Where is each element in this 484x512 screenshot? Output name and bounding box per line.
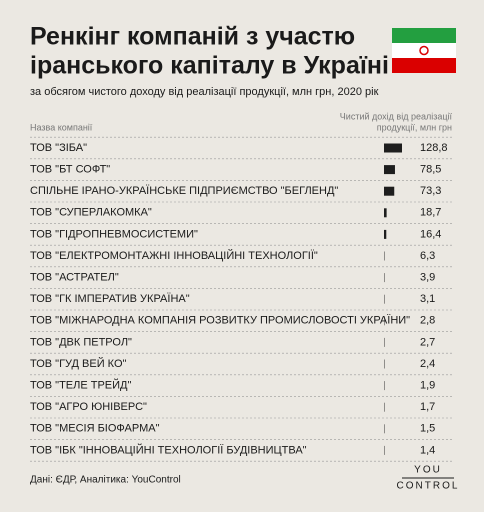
value-label: 16,4 [420, 228, 441, 240]
value-label: 6,3 [420, 250, 435, 262]
bar [384, 143, 402, 153]
company-name: ТОВ "СУПЕРЛАКОМКА" [30, 207, 152, 219]
value-label: 2,4 [420, 358, 435, 370]
company-name: ТОВ "АСТРАТЕЛ" [30, 272, 119, 284]
bar [384, 337, 385, 347]
column-header: Назва компанії [30, 122, 93, 132]
bar [384, 381, 385, 391]
bar [384, 402, 385, 412]
value-label: 2,8 [420, 315, 435, 327]
value-label: 2,7 [420, 336, 435, 348]
bar [384, 229, 387, 239]
bar [384, 208, 387, 218]
value-label: 1,4 [420, 444, 435, 456]
value-label: 73,3 [420, 185, 441, 197]
bar [384, 186, 395, 196]
bar [384, 316, 385, 326]
value-label: 128,8 [420, 142, 448, 154]
company-name: ТОВ "МЕСІЯ БІОФАРМА" [30, 423, 160, 435]
logo: YOU [414, 465, 442, 476]
bar [384, 445, 385, 455]
flag [392, 28, 456, 73]
company-name: ТОВ "ІБК "ІННОВАЦІЙНІ ТЕХНОЛОГІЇ БУДІВНИ… [30, 443, 307, 456]
value-label: 18,7 [420, 207, 441, 219]
bar [384, 359, 385, 369]
company-name: ТОВ "ТЕЛЕ ТРЕЙД" [30, 379, 131, 392]
value-label: 1,5 [420, 423, 435, 435]
column-header: продукції, млн грн [377, 122, 452, 132]
column-header: Чистий дохід від реалізації [340, 111, 453, 121]
source: Дані: ЄДР, Аналітика: YouControl [30, 475, 181, 486]
company-name: ТОВ "БТ СОФТ" [30, 164, 110, 176]
company-name: ТОВ "МІЖНАРОДНА КОМПАНІЯ РОЗВИТКУ ПРОМИС… [30, 315, 410, 327]
bar [384, 294, 385, 304]
company-name: ТОВ "АГРО ЮНІВЕРС" [30, 401, 147, 413]
chart-title: Ренкінг компаній з участю [30, 23, 355, 51]
value-label: 3,9 [420, 272, 435, 284]
value-label: 1,7 [420, 401, 435, 413]
value-label: 3,1 [420, 293, 435, 305]
company-name: СПІЛЬНЕ ІРАНО-УКРАЇНСЬКЕ ПІДПРИЄМСТВО "Б… [30, 185, 338, 197]
chart-subtitle: за обсягом чистого доходу від реалізації… [30, 86, 379, 98]
value-label: 1,9 [420, 380, 435, 392]
company-name: ТОВ "ДВК ПЕТРОЛ" [30, 336, 132, 348]
bar [384, 424, 385, 434]
bar [384, 165, 395, 175]
chart-title: іранського капіталу в Україні [30, 52, 389, 80]
company-name: ТОВ "ЗІБА" [30, 142, 87, 154]
company-name: ТОВ "ГК ІМПЕРАТИВ УКРАЇНА" [30, 293, 190, 305]
company-name: ТОВ "ГІДРОПНЕВМОСИСТЕМИ" [30, 228, 198, 240]
value-label: 78,5 [420, 164, 441, 176]
bar [384, 251, 385, 261]
company-name: ТОВ "ГУД ВЕЙ КО" [30, 357, 127, 370]
logo: CONTROL [397, 481, 460, 492]
bar [384, 273, 385, 283]
company-name: ТОВ "ЕЛЕКТРОМОНТАЖНІ ІННОВАЦІЙНІ ТЕХНОЛО… [30, 249, 318, 262]
